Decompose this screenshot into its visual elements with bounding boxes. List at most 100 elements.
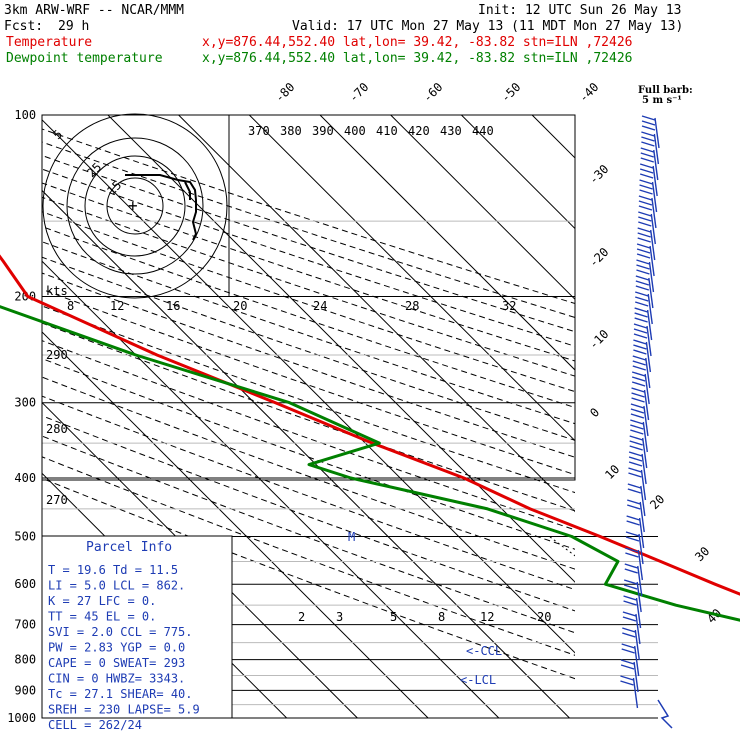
wind-barb-flag <box>635 285 650 291</box>
theta-e-labels: 370 380 390 400 410 420 430 440 <box>248 124 494 138</box>
valid-time: Valid: 17 UTC Mon 27 May 13 (11 MDT Mon … <box>292 19 683 34</box>
wind-barb <box>627 499 645 533</box>
mixing-ratio-label-upper-6: 32 <box>502 299 516 313</box>
wind-barb-flag <box>625 536 640 542</box>
isotherm-label-right-5: 20 <box>647 492 667 512</box>
wind-barb-flag <box>633 344 647 350</box>
wind-barb-flag <box>630 429 644 435</box>
pressure-label-400: 400 <box>14 471 36 485</box>
mixing-ratio-label-upper-2: 16 <box>166 299 180 313</box>
isotherm--20 <box>107 115 575 583</box>
hodograph-trace <box>125 174 198 241</box>
wind-barb-staff <box>637 549 644 581</box>
wind-barb <box>636 259 655 293</box>
pressure-label-100: 100 <box>14 108 36 122</box>
wind-barb-flag <box>620 675 634 681</box>
wind-barb-flag <box>625 547 639 553</box>
theta-e-label-1: 380 <box>280 124 302 138</box>
parcel-info-row-3: TT = 45 EL = 0. <box>48 610 156 624</box>
parcel-info-row-4: SVI = 2.0 CCL = 775. <box>48 625 193 639</box>
model-title: 3km ARW-WRF -- NCAR/MMM <box>4 3 184 18</box>
isotherm-label-right-0: -30 <box>586 162 611 187</box>
isotherm--70 <box>42 401 358 718</box>
full-barb-label: Full barb: <box>638 85 693 96</box>
wind-barb-flag <box>623 600 637 606</box>
isotherm--30 <box>42 119 575 654</box>
mixing-ratio-label-lower-5: 20 <box>537 610 551 624</box>
wind-barb-flag <box>639 173 654 179</box>
mixing-ratio-label-lower-3: 8 <box>438 610 445 624</box>
wind-barb-staff <box>634 629 641 661</box>
dewpoint-legend: Dewpoint temperature <box>6 51 163 66</box>
parcel-info-box <box>41 535 233 719</box>
wind-barb-flag <box>636 248 651 254</box>
isotherm-label-right-6: 30 <box>692 544 712 564</box>
wind-barb-flag <box>627 483 642 489</box>
wind-barb-staff <box>639 501 645 533</box>
wind-barb-flag <box>641 120 656 126</box>
wind-barb <box>629 435 648 469</box>
wind-barb-flag <box>626 515 640 521</box>
annotation-m: M <box>348 530 355 544</box>
wind-barb-staff <box>644 373 650 405</box>
wind-barb-flag <box>630 419 644 425</box>
theta-e-label-2: 390 <box>312 124 334 138</box>
hodograph-ring-small <box>106 177 164 235</box>
wind-barb-flag <box>627 499 641 505</box>
hodograph-ring-label-25: 25 <box>84 160 104 180</box>
mixing-ratio-label-upper-5: 28 <box>405 299 419 313</box>
mixing-ratio-12 <box>715 537 740 719</box>
mixing-ratio-label-lower-1: 3 <box>336 610 343 624</box>
wind-barb-staff <box>632 677 639 709</box>
wind-barb-flag <box>636 259 650 265</box>
mixing-ratio-label-upper-1: 12 <box>110 299 124 313</box>
isotherm--10 <box>178 115 575 513</box>
wind-barb-staff <box>646 309 653 341</box>
wind-barb-flag <box>635 280 650 286</box>
wind-barb-flag <box>633 349 647 355</box>
wind-barb-staff <box>635 613 641 645</box>
parcel-info-title: Parcel Info <box>86 540 172 555</box>
wind-barb-staff <box>651 197 657 229</box>
wind-barb-flag <box>631 387 645 393</box>
wind-barb-flag <box>628 467 642 473</box>
wind-barb <box>625 531 644 565</box>
wind-barb-flag <box>632 365 646 371</box>
parcel-info-row-5: PW = 2.83 YGP = 0.0 <box>48 641 185 655</box>
mixing-ratio-label-lower-4: 12 <box>480 610 494 624</box>
wind-barb <box>632 355 651 389</box>
wind-barb-flag <box>625 552 639 558</box>
wind-barb-flag <box>631 397 645 403</box>
isotherm-30 <box>461 115 575 230</box>
parcel-info-row-7: CIN = 0 HWBZ= 3343. <box>48 672 185 686</box>
wind-barb-flag <box>624 568 638 574</box>
wind-barb-staff <box>648 277 654 309</box>
wind-barb-flag <box>640 157 654 163</box>
wind-barb-flag <box>638 200 653 206</box>
wind-barb-staff <box>653 133 660 165</box>
wind-barb-staff <box>648 261 655 293</box>
wind-barb-flag <box>634 307 648 313</box>
isotherm--60 <box>42 331 429 718</box>
wind-barb-flag <box>628 456 643 462</box>
wind-barb-flag <box>641 136 655 142</box>
hodograph-ring-outer <box>42 113 228 299</box>
wind-barb-flag <box>638 216 652 222</box>
wind-barb-staff <box>652 165 658 197</box>
pressure-labels: 100 200 300 400 500 600 700 800 900 1000 <box>7 108 36 725</box>
wind-barb <box>639 163 658 197</box>
pressure-label-300: 300 <box>14 396 36 410</box>
mixing-ratio-8 <box>675 537 740 719</box>
theta-e-label-3: 400 <box>344 124 366 138</box>
wind-barb <box>620 675 639 709</box>
wind-barb-flag <box>639 168 654 174</box>
wind-barb-flag <box>635 291 649 297</box>
wind-barb-flag <box>620 659 635 665</box>
wind-barb <box>636 243 655 277</box>
isotherm-0 <box>248 115 575 442</box>
hodograph-ring-label-5: 5 <box>50 127 65 142</box>
parcel-info-row-8: Tc = 27.1 SHEAR= 40. <box>48 687 193 701</box>
isotherm-label-top-4: -40 <box>576 80 601 105</box>
theta-e-label-4: 410 <box>376 124 398 138</box>
